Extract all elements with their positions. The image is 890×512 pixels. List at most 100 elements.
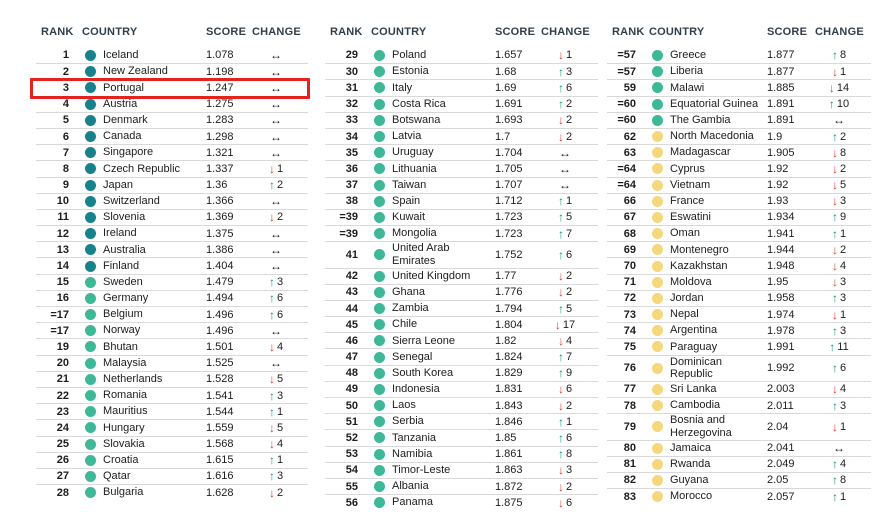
score-cell: 1.723	[495, 227, 523, 240]
score-cell: 2.05	[767, 474, 789, 487]
rank-cell: 53	[345, 448, 358, 461]
table-row: 59 Malawi 1.885 ↓ 14	[607, 79, 871, 95]
table-row: 38 Spain 1.712 ↑ 1	[325, 192, 598, 209]
change-up-icon: ↑	[557, 64, 564, 79]
table-row: =17 Belgium 1.496 ↑ 6	[36, 306, 308, 322]
table-rows: 1 Iceland 1.078 ↔ 2 New Zealand 1.198 ↔ 3 Portuga…	[30, 47, 310, 500]
ranking-table-2: RANK COUNTRY SCORE CHANGE 29 Poland 1.657 ↓…	[325, 26, 598, 510]
change-same-icon: ↔	[270, 80, 282, 95]
change-cell: ↓ 2	[815, 244, 871, 256]
change-same-icon: ↔	[270, 194, 282, 209]
table-row: 37 Taiwan 1.707 ↔	[325, 176, 598, 193]
change-value: 8	[565, 448, 573, 461]
change-cell: ↔	[252, 98, 308, 110]
country-cell: Eswatini	[649, 211, 767, 224]
country-label: Croatia	[103, 453, 139, 466]
country-label: Switzerland	[103, 194, 160, 207]
country-cell: Kazakhstan	[649, 260, 767, 273]
country-cell: Timor-Leste	[371, 464, 495, 477]
table-row: 32 Costa Rica 1.691 ↑ 2	[325, 95, 598, 112]
country-label: Chile	[392, 318, 418, 331]
change-value: 3	[565, 65, 573, 78]
change-down-icon: ↓	[268, 210, 275, 225]
change-down-icon: ↓	[831, 307, 838, 322]
change-up-icon: ↑	[831, 398, 838, 413]
change-down-icon: ↓	[268, 372, 275, 387]
score-cell: 2.049	[767, 458, 795, 471]
rank-cell: 50	[345, 399, 358, 412]
table-row: 72 Jordan 1.958 ↑ 3	[607, 289, 871, 306]
country-cell: Sweden	[82, 276, 206, 289]
table-row: 53 Namibia 1.861 ↑ 8	[325, 445, 598, 462]
change-value: 2	[565, 130, 573, 143]
country-cell: Cambodia	[649, 399, 767, 412]
table-row: 13 Australia 1.386 ↔	[36, 241, 308, 257]
country-cell: Singapore	[82, 146, 206, 159]
change-up-icon: ↑	[831, 48, 838, 63]
peace-tier-dot	[374, 49, 385, 61]
score-cell: 1.891	[767, 98, 795, 111]
peace-tier-dot	[652, 292, 663, 304]
table-row: 70 Kazakhstan 1.948 ↓ 4	[607, 257, 871, 273]
table-row: 73 Nepal 1.974 ↓ 1	[607, 306, 871, 322]
table-rows: =57 Greece 1.877 ↑ 8 =57 Liberia 1.877 ↓ 1 59 Malaw…	[607, 47, 871, 504]
country-cell: Cyprus	[649, 163, 767, 176]
change-cell: ↑ 2	[252, 179, 308, 191]
peace-tier-dot	[85, 147, 96, 159]
peace-tier-dot	[85, 82, 96, 94]
table-row: 45 Chile 1.804 ↓ 17	[325, 316, 598, 332]
peace-tier-dot	[652, 421, 663, 433]
table-row: 47 Senegal 1.824 ↑ 7	[325, 348, 598, 364]
rank-cell: 16	[56, 292, 69, 305]
table-row: 28 Bulgaria 1.628 ↓ 2	[36, 484, 308, 500]
score-cell: 2.011	[767, 399, 794, 412]
peace-tier-dot	[652, 260, 663, 272]
change-value: 6	[565, 248, 573, 261]
change-same-icon: ↔	[270, 145, 282, 160]
country-label: Kazakhstan	[670, 259, 728, 272]
table-row: 77 Sri Lanka 2.003 ↓ 4	[607, 380, 871, 397]
score-cell: 1.95	[767, 276, 789, 289]
score-cell: 1.948	[767, 260, 795, 273]
country-label: Sweden	[103, 275, 143, 288]
country-cell: France	[649, 195, 767, 208]
peace-tier-dot	[652, 179, 663, 191]
country-label: Botswana	[392, 114, 441, 127]
country-label: Netherlands	[103, 373, 163, 386]
change-cell: ↑ 6	[815, 362, 871, 374]
change-value: 3	[839, 324, 847, 337]
country-label: Dominican Republic	[670, 355, 722, 381]
change-value: 1	[565, 415, 573, 428]
change-same-icon: ↔	[559, 145, 571, 160]
score-cell: 1.723	[495, 211, 523, 224]
change-value: 1	[276, 454, 284, 467]
country-cell: Liberia	[649, 65, 767, 78]
change-cell: ↑ 6	[541, 249, 597, 261]
change-cell: ↓ 2	[541, 131, 597, 143]
change-value: 2	[565, 114, 573, 127]
score-cell: 1.863	[495, 464, 523, 477]
rank-cell: 28	[56, 486, 69, 499]
country-label: United Kingdom	[392, 269, 471, 282]
score-header: SCORE	[767, 26, 808, 38]
country-label: Liberia	[670, 65, 704, 78]
country-label: Slovenia	[103, 211, 146, 224]
country-cell: Tanzania	[371, 432, 495, 445]
score-cell: 1.568	[206, 438, 234, 451]
change-up-icon: ↑	[557, 226, 564, 241]
country-cell: Montenegro	[649, 244, 767, 257]
rank-header: RANK	[612, 26, 645, 38]
peace-tier-dot	[85, 66, 96, 78]
table-row: 80 Jamaica 2.041 ↔	[607, 439, 871, 456]
country-cell: Norway	[82, 324, 206, 337]
change-cell: ↑ 6	[252, 309, 308, 321]
score-header: SCORE	[495, 26, 536, 38]
peace-tier-dot	[652, 341, 663, 353]
score-cell: 1.905	[767, 146, 795, 159]
peace-tier-dot	[374, 416, 385, 428]
change-cell: ↑ 3	[815, 292, 871, 304]
table-row: 12 Ireland 1.375 ↔	[36, 225, 308, 241]
change-up-icon: ↑	[268, 291, 275, 306]
change-cell: ↓ 3	[541, 464, 597, 476]
rank-cell: 72	[623, 292, 636, 305]
